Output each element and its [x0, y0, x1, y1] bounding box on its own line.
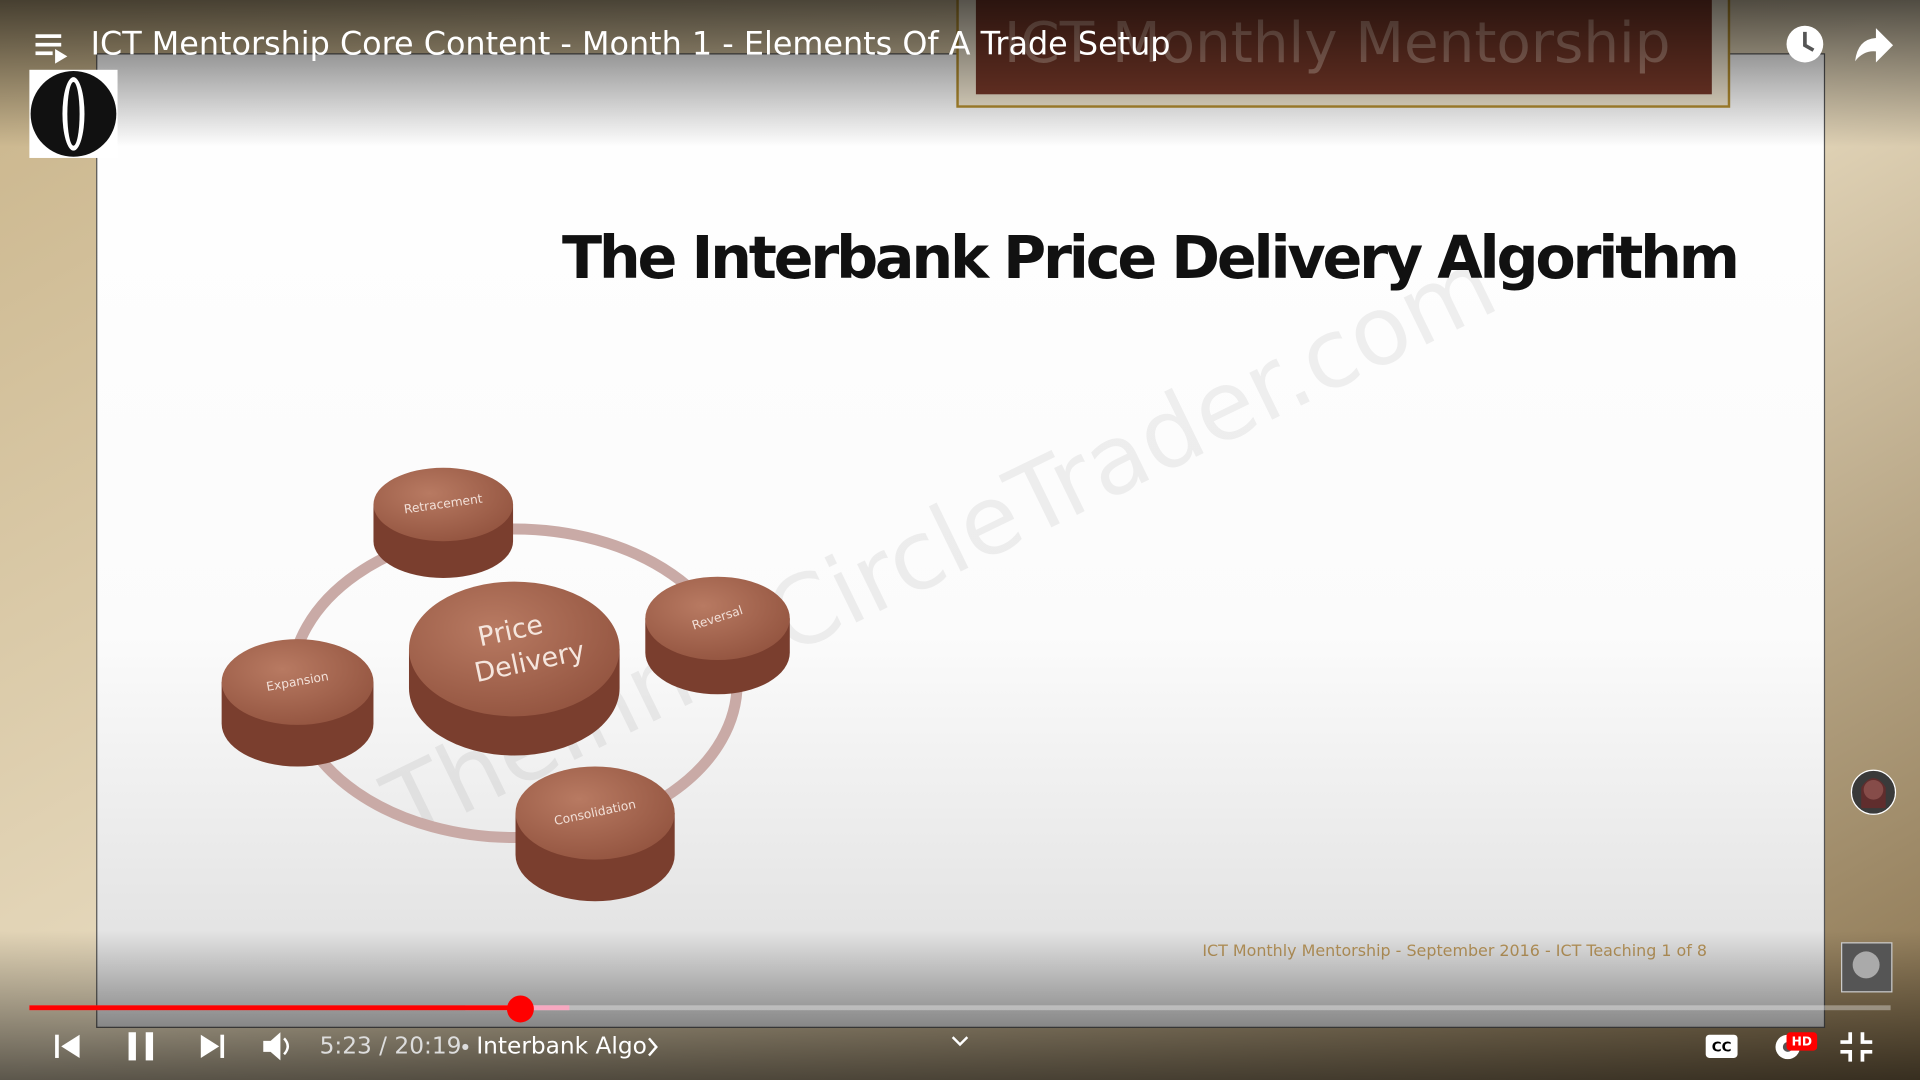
playlist-icon[interactable]	[35, 34, 68, 64]
settings-button[interactable]: HD	[1775, 1032, 1818, 1060]
progress-bar[interactable]	[29, 995, 1891, 1023]
previous-button[interactable]	[55, 1034, 80, 1058]
avatar[interactable]	[1850, 769, 1897, 815]
captions-button[interactable]: CC	[1705, 1034, 1738, 1058]
disc-top	[221, 639, 374, 725]
volume-button[interactable]	[263, 1032, 289, 1061]
logo[interactable]	[29, 69, 118, 158]
top-shade	[0, 0, 1920, 147]
channel-thumbnail[interactable]	[1841, 942, 1893, 993]
disc-top	[645, 576, 790, 660]
next-button[interactable]	[200, 1034, 225, 1058]
diagram: Retracement Reversal Consolidation Expansio…	[221, 467, 790, 902]
expand-chevron[interactable]	[951, 1036, 969, 1047]
slide-heading: The Interbank Price Delivery Algorithm	[562, 223, 1740, 292]
watch-later-icon[interactable]	[1786, 25, 1824, 63]
time-display: 5:23 / 20:19	[320, 1032, 462, 1059]
disc-top	[408, 581, 620, 717]
share-icon[interactable]	[1855, 28, 1894, 63]
disc-top	[515, 766, 675, 860]
separator-dot	[462, 1043, 469, 1050]
node-disc: Retracement	[373, 467, 514, 578]
disc-top	[373, 467, 514, 542]
video-title[interactable]: ICT Mentorship Core Content - Month 1 - …	[91, 24, 1171, 62]
node-disc: Consolidation	[515, 766, 675, 902]
node-disc: Reversal	[645, 576, 790, 695]
pause-button[interactable]	[128, 1032, 154, 1061]
quality-badge: HD	[1792, 1035, 1812, 1049]
exit-fullscreen-button[interactable]	[1840, 1032, 1873, 1062]
progress-played	[29, 1005, 521, 1011]
node-disc: Expansion	[221, 639, 374, 767]
chapter-title[interactable]: Interbank Algo	[476, 1032, 647, 1059]
progress-track	[29, 1005, 1891, 1011]
disc-group: Retracement Reversal Consolidation Expansio…	[221, 467, 790, 902]
scrubber[interactable]	[506, 995, 534, 1023]
chapter-chevron	[648, 1037, 658, 1057]
captions-label: CC	[1712, 1041, 1732, 1056]
